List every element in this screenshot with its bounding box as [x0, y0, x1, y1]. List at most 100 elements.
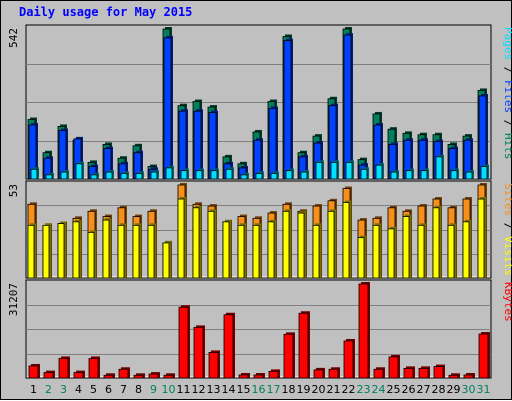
bar-pages-day-5: [90, 172, 99, 180]
bar-pages-day-1: [30, 167, 39, 180]
x-tick-day-21: 21: [327, 383, 341, 396]
bar-sites-day-4-face: [72, 221, 80, 279]
bar-sites-day-22: [342, 200, 351, 279]
bar-pages-day-10: [165, 165, 174, 180]
bar-pages-day-27-face: [420, 170, 428, 180]
bar-files-day-17-face: [268, 108, 277, 180]
bar-sites-day-5-face: [87, 231, 95, 279]
bar-sites-day-25-face: [387, 228, 395, 279]
x-tick-day-12: 12: [192, 383, 206, 396]
x-tick-day-26: 26: [402, 383, 416, 396]
bar-kbytes-day-1-face: [28, 365, 39, 379]
bar-kbytes-day-2: [43, 370, 55, 379]
x-tick-day-29: 29: [447, 383, 461, 396]
bar-sites-day-12-face: [192, 207, 200, 279]
bar-sites-day-27-face: [417, 224, 425, 279]
bar-kbytes-day-18: [283, 332, 295, 379]
bar-pages-day-7: [120, 171, 129, 180]
bar-sites-day-10: [162, 240, 171, 279]
bar-kbytes-day-2-face: [43, 372, 54, 379]
bar-sites-day-17-face: [267, 221, 275, 279]
bar-kbytes-day-26: [403, 366, 415, 379]
bar-kbytes-day-6: [103, 373, 115, 379]
bar-pages-day-15: [240, 172, 249, 180]
chart-title: Daily usage for May 2015: [19, 5, 193, 19]
bar-kbytes-day-30: [463, 372, 475, 379]
legend-kbytes: KBytes: [502, 282, 512, 322]
bar-files-day-22-face: [343, 34, 352, 180]
bar-kbytes-day-10: [163, 373, 175, 379]
bar-kbytes-day-9: [148, 372, 160, 379]
bar-pages-day-14: [225, 167, 234, 180]
x-tick-day-4: 4: [75, 383, 82, 396]
bar-sites-day-10-face: [162, 242, 170, 279]
bar-pages-day-16: [255, 171, 264, 180]
bar-pages-day-20-face: [315, 161, 323, 180]
bar-kbytes-day-17-face: [268, 370, 279, 379]
bar-files-day-11: [178, 109, 188, 180]
bar-pages-day-11: [180, 168, 189, 180]
bar-sites-day-3: [57, 221, 66, 279]
bar-pages-day-24: [375, 163, 384, 180]
bar-sites-day-31-face: [477, 198, 485, 279]
x-tick-day-16: 16: [252, 383, 266, 396]
bar-sites-day-21-face: [327, 210, 335, 279]
bar-kbytes-day-12: [193, 325, 205, 379]
bar-pages-day-13-face: [210, 170, 218, 180]
x-tick-day-27: 27: [417, 383, 431, 396]
bar-pages-day-9: [150, 170, 159, 180]
bar-sites-day-18-face: [282, 210, 290, 279]
bar-sites-day-2-face: [42, 224, 50, 279]
bar-kbytes-day-8: [133, 373, 145, 379]
bar-kbytes-day-8-face: [133, 374, 144, 379]
bar-pages-day-30-face: [465, 171, 473, 180]
x-tick-day-11: 11: [177, 383, 191, 396]
bar-pages-day-27: [420, 168, 429, 180]
bar-pages-day-8-face: [135, 173, 143, 180]
bar-kbytes-day-10-face: [163, 374, 174, 379]
bar-kbytes-day-5-face: [88, 358, 99, 379]
bar-sites-day-5: [87, 230, 96, 279]
bar-kbytes-day-1: [28, 363, 40, 379]
bar-sites-day-6: [102, 218, 111, 279]
bar-sites-day-13-face: [207, 210, 215, 279]
x-tick-day-15: 15: [237, 383, 251, 396]
bar-kbytes-day-23: [358, 282, 370, 379]
bar-pages-day-17-face: [270, 173, 278, 180]
legend-separator: /: [502, 60, 512, 80]
bar-sites-day-19: [297, 211, 306, 279]
bar-pages-day-3-face: [60, 171, 68, 180]
bar-pages-day-14-face: [225, 168, 233, 180]
bar-pages-day-23-face: [360, 168, 368, 180]
bar-sites-day-7-face: [117, 224, 125, 279]
x-tick-day-30: 30: [462, 383, 476, 396]
bar-pages-day-2-face: [45, 174, 53, 180]
bar-sites-day-11-face: [177, 198, 185, 279]
bar-pages-day-22-face: [345, 161, 353, 180]
bar-sites-day-17: [267, 219, 276, 279]
y-max-label-1: 542: [7, 28, 20, 48]
x-tick-day-31: 31: [477, 383, 491, 396]
bar-sites-day-24-face: [372, 224, 380, 279]
bar-kbytes-day-31: [478, 332, 490, 379]
bar-kbytes-day-28-face: [433, 366, 444, 379]
bar-kbytes-day-16-face: [253, 374, 264, 379]
x-tick-day-10: 10: [162, 383, 176, 396]
bar-pages-day-19: [300, 170, 309, 180]
bar-kbytes-day-15: [238, 372, 250, 379]
bar-kbytes-day-14: [223, 312, 235, 379]
bar-sites-day-24: [372, 223, 381, 279]
x-tick-day-20: 20: [312, 383, 326, 396]
bar-pages-day-30: [465, 170, 474, 180]
bar-kbytes-day-12-face: [193, 326, 204, 379]
bar-sites-day-28-face: [432, 207, 440, 279]
bar-pages-day-17: [270, 171, 279, 180]
bar-kbytes-day-24: [373, 367, 385, 379]
legend-3: KBytes: [502, 282, 512, 322]
bar-sites-day-8: [132, 223, 141, 279]
bar-sites-day-12: [192, 205, 201, 279]
bar-pages-day-12: [195, 168, 204, 180]
bar-kbytes-day-29: [448, 373, 460, 379]
